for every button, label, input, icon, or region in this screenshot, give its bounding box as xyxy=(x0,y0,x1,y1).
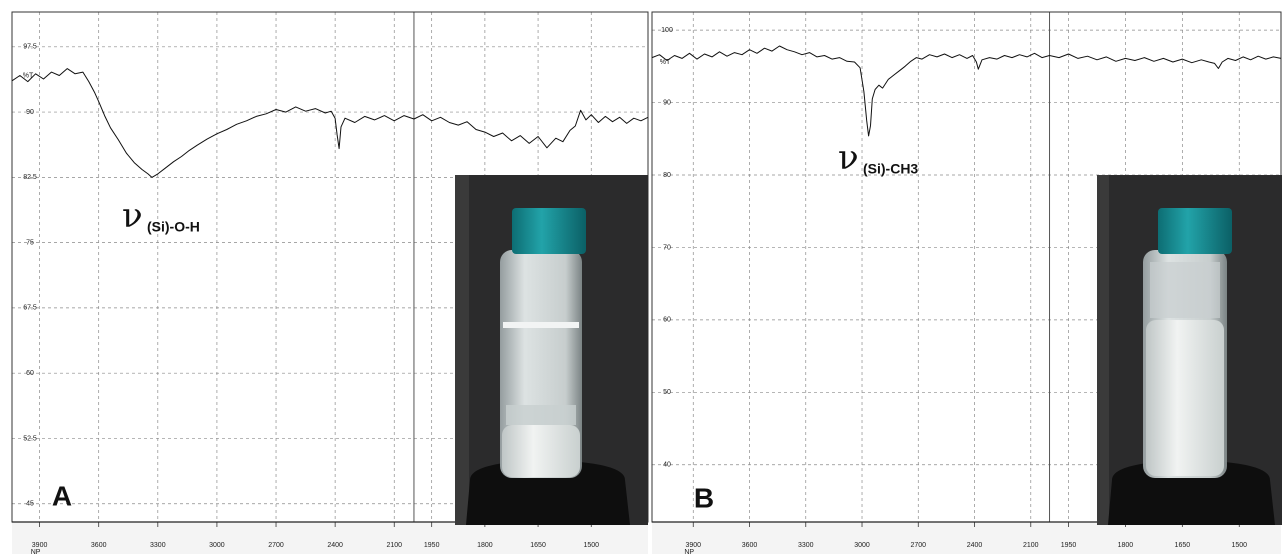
spectrum-line xyxy=(651,45,1282,137)
y-axis-label: %T xyxy=(23,72,34,79)
x-tick-label: 2400 xyxy=(327,542,343,549)
annotation: ν (Si)-O-H A xyxy=(52,196,200,511)
x-tick-label: 3900 xyxy=(32,542,48,549)
y-tick-label: 45 xyxy=(26,501,34,508)
x-tick-label: 3000 xyxy=(854,542,870,549)
annotation-symbol: ν xyxy=(838,138,859,178)
x-tick-label: 3300 xyxy=(150,542,166,549)
x-tick-label: 2400 xyxy=(967,542,983,549)
x-tick-label: 2100 xyxy=(1023,542,1039,549)
y-tick-label: 60 xyxy=(663,317,671,324)
y-tick-label: 90 xyxy=(663,99,671,106)
x-tick-label: 2100 xyxy=(386,542,402,549)
x-axis-label: NP xyxy=(684,549,694,555)
annotation-symbol: ν xyxy=(122,196,143,236)
y-tick-label: 90 xyxy=(26,109,34,116)
annotation-subscript: (Si)-CH3 xyxy=(863,161,918,177)
x-tick-label: 1800 xyxy=(1118,542,1134,549)
x-tick-label: 1500 xyxy=(1231,542,1247,549)
x-tick-label: 1950 xyxy=(1061,542,1077,549)
y-axis-label: %T xyxy=(660,59,671,66)
photo-a xyxy=(455,175,648,525)
x-tick-label: 3600 xyxy=(91,542,107,549)
y-tick-label: 60 xyxy=(26,370,34,377)
x-tick-label: 1650 xyxy=(1175,542,1191,549)
x-tick-label: 3600 xyxy=(742,542,758,549)
x-tick-label: 3000 xyxy=(209,542,225,549)
panel-label: A xyxy=(52,480,72,511)
x-tick-label: 3900 xyxy=(685,542,701,549)
y-tick-label: 70 xyxy=(663,244,671,251)
x-tick-label: 2700 xyxy=(910,542,926,549)
x-tick-label: 2700 xyxy=(268,542,284,549)
x-tick-label: 1500 xyxy=(583,542,599,549)
y-tick-label: 82.5 xyxy=(23,174,37,181)
annotation-subscript: (Si)-O-H xyxy=(147,219,200,235)
photo-b xyxy=(1097,175,1282,525)
y-tick-label: 40 xyxy=(663,462,671,469)
panel-label: B xyxy=(694,482,714,513)
annotation: ν (Si)-CH3 B xyxy=(694,138,919,513)
x-axis-strip xyxy=(12,522,648,554)
x-axis-label: NP xyxy=(31,549,41,555)
y-tick-label: 97.5 xyxy=(23,44,37,51)
x-tick-label: 1950 xyxy=(424,542,440,549)
y-tick-label: 50 xyxy=(663,389,671,396)
y-tick-label: 80 xyxy=(663,172,671,179)
x-tick-label: 1650 xyxy=(530,542,546,549)
x-tick-label: 3300 xyxy=(798,542,814,549)
y-tick-label: 75 xyxy=(26,239,34,246)
x-axis-strip xyxy=(652,522,1281,554)
y-tick-label: 67.5 xyxy=(23,305,37,312)
x-tick-label: 1800 xyxy=(477,542,493,549)
y-tick-label: 100 xyxy=(661,27,673,34)
y-tick-label: 52.5 xyxy=(23,435,37,442)
spectrum-line xyxy=(11,68,649,178)
